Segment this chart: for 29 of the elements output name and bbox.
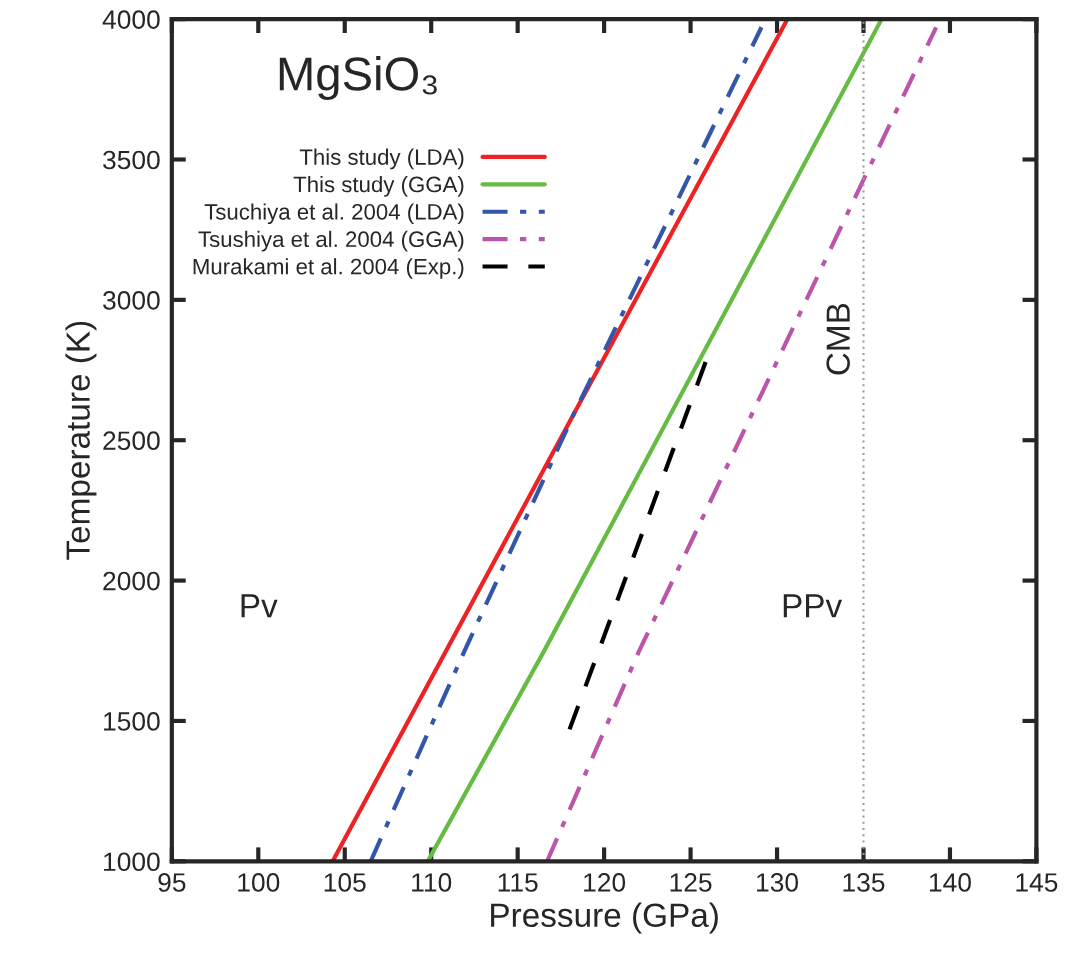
text: MgSiO₃	[279, 56, 437, 101]
x-tick-label: 125	[670, 873, 712, 892]
annotation: Pv	[241, 594, 278, 618]
ref-line-label: CMB	[826, 303, 850, 375]
x-tick-label: 105	[324, 873, 366, 892]
legend-label: Murakami et al. 2004 (Exp.)	[193, 258, 464, 279]
y-tick-label: 3000	[103, 290, 160, 310]
legend-label: Tsushiya et al. 2004 (GGA)	[198, 230, 464, 252]
legend-label: Tsuchiya et al. 2004 (LDA)	[204, 203, 464, 225]
y-tick-label: 1000	[104, 852, 160, 872]
x-tick-label: 100	[238, 873, 280, 892]
y-axis-title: Temperature (K)	[65, 321, 97, 560]
y-tick-label: 4000	[102, 10, 160, 29]
x-tick-label: 110	[412, 873, 452, 892]
legend-label: This study (LDA)	[299, 148, 464, 170]
annotation: PPv	[783, 594, 843, 618]
y-tick-label: 1500	[104, 712, 160, 731]
legend-label: This study (GGA)	[293, 176, 464, 197]
x-tick-label: 120	[584, 873, 626, 892]
x-tick-label: 115	[498, 873, 538, 892]
x-tick-label: 95	[158, 873, 186, 892]
x-tick-label: 140	[929, 873, 971, 892]
y-tick-label: 3500	[103, 150, 160, 170]
y-tick-label: 2500	[103, 431, 160, 451]
x-tick-label: 130	[757, 873, 799, 892]
y-tick-label: 2000	[103, 571, 160, 591]
x-tick-label: 135	[843, 873, 885, 892]
x-axis-title: Pressure (GPa)	[491, 902, 718, 934]
x-tick-label: 145	[1016, 873, 1058, 892]
